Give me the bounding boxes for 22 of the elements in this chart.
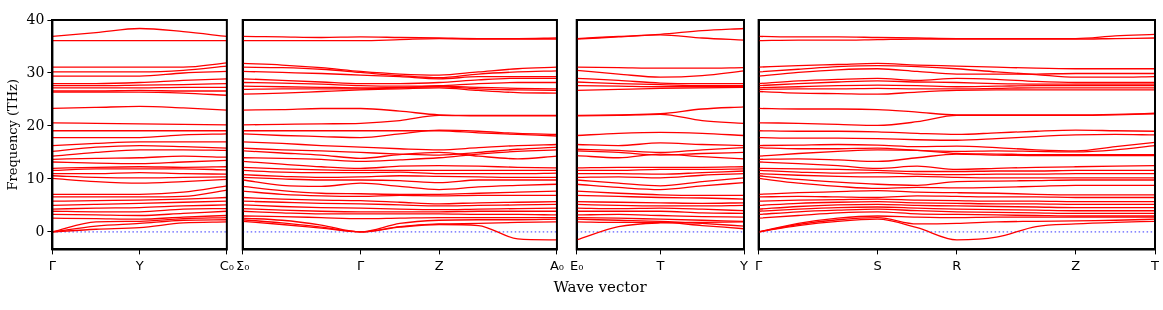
x-tick-label: T — [1150, 257, 1160, 273]
x-tick-label: S — [873, 257, 882, 273]
x-tick-label: Y — [739, 257, 749, 273]
x-tick-label: Z — [434, 257, 444, 273]
x-tick-label: R — [952, 257, 962, 273]
y-axis-title: Frequency (THz) — [5, 78, 21, 191]
x-tick-label: Γ — [356, 257, 365, 273]
x-tick-label: A₀ — [549, 257, 564, 273]
x-tick-label: Y — [134, 257, 144, 273]
y-tick-label: 20 — [26, 116, 45, 133]
x-tick-label: Γ — [755, 257, 763, 273]
y-tick-label: 10 — [26, 169, 45, 186]
x-tick-label: Σ₀ — [235, 257, 250, 273]
y-tick-label: 30 — [26, 63, 45, 80]
x-tick-label: Γ — [48, 257, 57, 273]
x-axis-title: Wave vector — [552, 278, 648, 296]
x-tick-label: C₀ — [219, 257, 234, 273]
x-tick-label: E₀ — [569, 257, 584, 273]
y-tick-label: 40 — [26, 10, 45, 27]
x-tick-label: Z — [1071, 257, 1081, 273]
x-tick-label: T — [655, 257, 665, 273]
y-tick-label: 0 — [35, 222, 45, 239]
